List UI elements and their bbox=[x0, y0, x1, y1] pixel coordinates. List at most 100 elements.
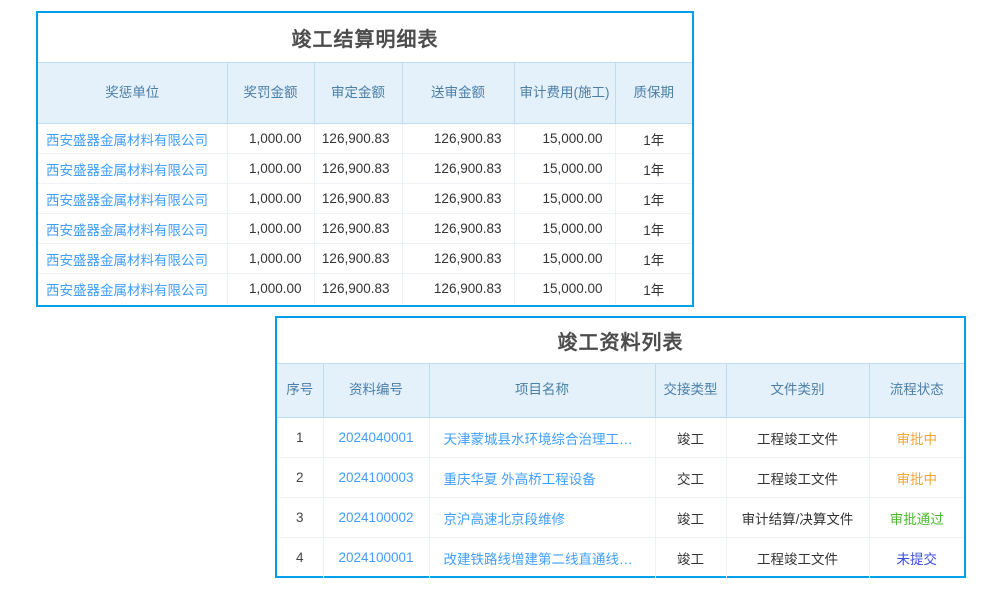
status-badge: 审批通过 bbox=[889, 511, 944, 527]
archive-cell-seq: 1 bbox=[277, 417, 324, 458]
settlement-cell-fee: 15,000.00 bbox=[514, 213, 616, 244]
archive-cell-seq: 3 bbox=[277, 497, 324, 538]
settlement-cell-audit: 126,900.83 bbox=[314, 213, 403, 244]
archive-code-link[interactable]: 2024100002 bbox=[338, 510, 414, 525]
table-row[interactable]: 西安盛器金属材料有限公司 1,000.00 126,900.83 126,900.83… bbox=[38, 273, 692, 304]
settlement-cell-warranty: 1年 bbox=[615, 123, 692, 154]
archive-header-row: 序号 资料编号 项目名称 交接类型 文件类别 流程状态 bbox=[277, 363, 964, 418]
status-badge: 未提交 bbox=[896, 551, 938, 567]
archive-cell-type: 交工 bbox=[655, 457, 727, 498]
settlement-cell-fine: 1,000.00 bbox=[227, 123, 315, 154]
settlement-unit-link[interactable]: 西安盛器金属材料有限公司 bbox=[46, 282, 208, 298]
settlement-cell-warranty: 1年 bbox=[615, 243, 692, 274]
settlement-cell-audit: 126,900.83 bbox=[314, 153, 403, 184]
archive-cell-seq: 2 bbox=[277, 457, 324, 498]
archive-cell-category: 工程竣工文件 bbox=[726, 417, 870, 458]
settlement-cell-fine: 1,000.00 bbox=[227, 243, 315, 274]
settlement-cell-submit: 126,900.83 bbox=[402, 273, 515, 304]
settlement-cell-audit: 126,900.83 bbox=[314, 273, 403, 304]
archive-cell-status: 审批中 bbox=[869, 417, 964, 458]
settlement-cell-unit[interactable]: 西安盛器金属材料有限公司 bbox=[38, 153, 228, 184]
settlement-col-submit[interactable]: 送审金额 bbox=[402, 62, 515, 124]
settlement-col-fine[interactable]: 奖罚金额 bbox=[227, 62, 315, 124]
settlement-cell-fee: 15,000.00 bbox=[514, 243, 616, 274]
archive-name-link[interactable]: 京沪高速北京段维修 bbox=[443, 511, 566, 527]
archive-col-cat[interactable]: 文件类别 bbox=[726, 363, 870, 418]
settlement-unit-link[interactable]: 西安盛器金属材料有限公司 bbox=[46, 222, 208, 238]
settlement-unit-link[interactable]: 西安盛器金属材料有限公司 bbox=[46, 192, 208, 208]
archive-cell-category: 审计结算/决算文件 bbox=[726, 497, 870, 538]
archive-cell-status: 审批中 bbox=[869, 457, 964, 498]
archive-cell-name[interactable]: 京沪高速北京段维修 bbox=[429, 497, 656, 538]
table-row[interactable]: 西安盛器金属材料有限公司 1,000.00 126,900.83 126,900.83… bbox=[38, 123, 692, 154]
settlement-cell-fee: 15,000.00 bbox=[514, 183, 616, 214]
settlement-cell-audit: 126,900.83 bbox=[314, 243, 403, 274]
settlement-col-warranty[interactable]: 质保期 bbox=[615, 62, 692, 124]
settlement-cell-unit[interactable]: 西安盛器金属材料有限公司 bbox=[38, 213, 228, 244]
archive-name-link[interactable]: 改建铁路线增建第二线直通线… bbox=[443, 551, 633, 567]
archive-cell-code[interactable]: 2024100003 bbox=[323, 457, 430, 498]
settlement-unit-link[interactable]: 西安盛器金属材料有限公司 bbox=[46, 132, 208, 148]
archive-code-link[interactable]: 2024100001 bbox=[338, 550, 414, 566]
settlement-cell-fine: 1,000.00 bbox=[227, 153, 315, 184]
archive-cell-code[interactable]: 2024100001 bbox=[323, 537, 430, 578]
settlement-cell-warranty: 1年 bbox=[615, 183, 692, 214]
settlement-col-fee[interactable]: 审计费用(施工) bbox=[514, 62, 616, 124]
archive-code-link[interactable]: 2024040001 bbox=[338, 430, 414, 445]
archive-col-name[interactable]: 项目名称 bbox=[429, 363, 656, 418]
table-row[interactable]: 西安盛器金属材料有限公司 1,000.00 126,900.83 126,900.83… bbox=[38, 213, 692, 244]
settlement-cell-submit: 126,900.83 bbox=[402, 123, 515, 154]
settlement-cell-fee: 15,000.00 bbox=[514, 123, 616, 154]
table-row[interactable]: 西安盛器金属材料有限公司 1,000.00 126,900.83 126,900.83… bbox=[38, 243, 692, 274]
settlement-cell-unit[interactable]: 西安盛器金属材料有限公司 bbox=[38, 243, 228, 274]
settlement-cell-warranty: 1年 bbox=[643, 282, 665, 298]
settlement-unit-link[interactable]: 西安盛器金属材料有限公司 bbox=[46, 162, 208, 178]
settlement-cell-audit: 126,900.83 bbox=[314, 183, 403, 214]
archive-cell-category: 工程竣工文件 bbox=[726, 537, 870, 578]
archive-cell-type: 竣工 bbox=[655, 417, 727, 458]
table-row[interactable]: 西安盛器金属材料有限公司 1,000.00 126,900.83 126,900.83… bbox=[38, 183, 692, 214]
settlement-unit-link[interactable]: 西安盛器金属材料有限公司 bbox=[46, 252, 208, 268]
settlement-cell-submit: 126,900.83 bbox=[402, 213, 515, 244]
archive-col-status[interactable]: 流程状态 bbox=[869, 363, 964, 418]
archive-cell-type: 竣工 bbox=[655, 497, 727, 538]
archive-table: 序号 资料编号 项目名称 交接类型 文件类别 流程状态 1 2024040001 天… bbox=[277, 363, 964, 578]
settlement-cell-fine: 1,000.00 bbox=[227, 213, 315, 244]
settlement-cell-unit[interactable]: 西安盛器金属材料有限公司 bbox=[38, 183, 228, 214]
table-row[interactable]: 2 2024100003 重庆华夏 外高桥工程设备 交工 工程竣工文件 审批中 bbox=[277, 457, 964, 498]
archive-col-code[interactable]: 资料编号 bbox=[323, 363, 430, 418]
archive-col-seq[interactable]: 序号 bbox=[277, 363, 324, 418]
archive-cell-code[interactable]: 2024040001 bbox=[323, 417, 430, 458]
archive-cell-category: 工程竣工文件 bbox=[726, 457, 870, 498]
settlement-cell-warranty: 1年 bbox=[615, 153, 692, 184]
settlement-cell-fine: 1,000.00 bbox=[227, 183, 315, 214]
settlement-cell-unit[interactable]: 西安盛器金属材料有限公司 bbox=[38, 273, 228, 304]
archive-cell-name[interactable]: 天津蒙城县水环境综合治理工… bbox=[429, 417, 656, 458]
archive-cell-status: 未提交 bbox=[869, 538, 964, 578]
table-row[interactable]: 4 2024100001 改建铁路线增建第二线直通线… 竣工 工程竣工文件 未提交 bbox=[277, 537, 964, 578]
settlement-col-unit[interactable]: 奖惩单位 bbox=[38, 62, 228, 124]
settlement-table: 奖惩单位 奖罚金额 审定金额 送审金额 审计费用(施工) 质保期 西安盛器金属材… bbox=[38, 62, 692, 304]
settlement-col-audit[interactable]: 审定金额 bbox=[314, 62, 403, 124]
settlement-cell-submit: 126,900.83 bbox=[402, 243, 515, 274]
settlement-panel-title: 竣工结算明细表 bbox=[38, 13, 692, 62]
archive-cell-code[interactable]: 2024100002 bbox=[323, 497, 430, 538]
table-row[interactable]: 3 2024100002 京沪高速北京段维修 竣工 审计结算/决算文件 审批通过 bbox=[277, 497, 964, 538]
settlement-cell-submit: 126,900.83 bbox=[402, 153, 515, 184]
archive-cell-name[interactable]: 重庆华夏 外高桥工程设备 bbox=[429, 457, 656, 498]
table-row[interactable]: 1 2024040001 天津蒙城县水环境综合治理工… 竣工 工程竣工文件 审批中 bbox=[277, 417, 964, 458]
archive-cell-status: 审批通过 bbox=[869, 497, 964, 538]
archive-name-link[interactable]: 天津蒙城县水环境综合治理工… bbox=[443, 431, 633, 447]
settlement-detail-panel: 竣工结算明细表 奖惩单位 奖罚金额 审定金额 送审金额 审计费用(施工) 质保期… bbox=[36, 11, 694, 307]
table-row[interactable]: 西安盛器金属材料有限公司 1,000.00 126,900.83 126,900.83… bbox=[38, 153, 692, 184]
archive-panel-title: 竣工资料列表 bbox=[277, 318, 964, 363]
archive-code-link[interactable]: 2024100003 bbox=[338, 470, 414, 485]
archive-col-type[interactable]: 交接类型 bbox=[655, 363, 727, 418]
settlement-cell-unit[interactable]: 西安盛器金属材料有限公司 bbox=[38, 123, 228, 154]
archive-cell-name[interactable]: 改建铁路线增建第二线直通线… bbox=[429, 537, 656, 578]
settlement-cell-fee: 15,000.00 bbox=[514, 273, 616, 304]
archive-list-panel: 竣工资料列表 序号 资料编号 项目名称 交接类型 文件类别 流程状态 1 2024… bbox=[275, 316, 966, 578]
archive-cell-type: 竣工 bbox=[655, 537, 727, 578]
status-badge: 审批中 bbox=[896, 471, 938, 487]
archive-name-link[interactable]: 重庆华夏 外高桥工程设备 bbox=[443, 471, 596, 487]
